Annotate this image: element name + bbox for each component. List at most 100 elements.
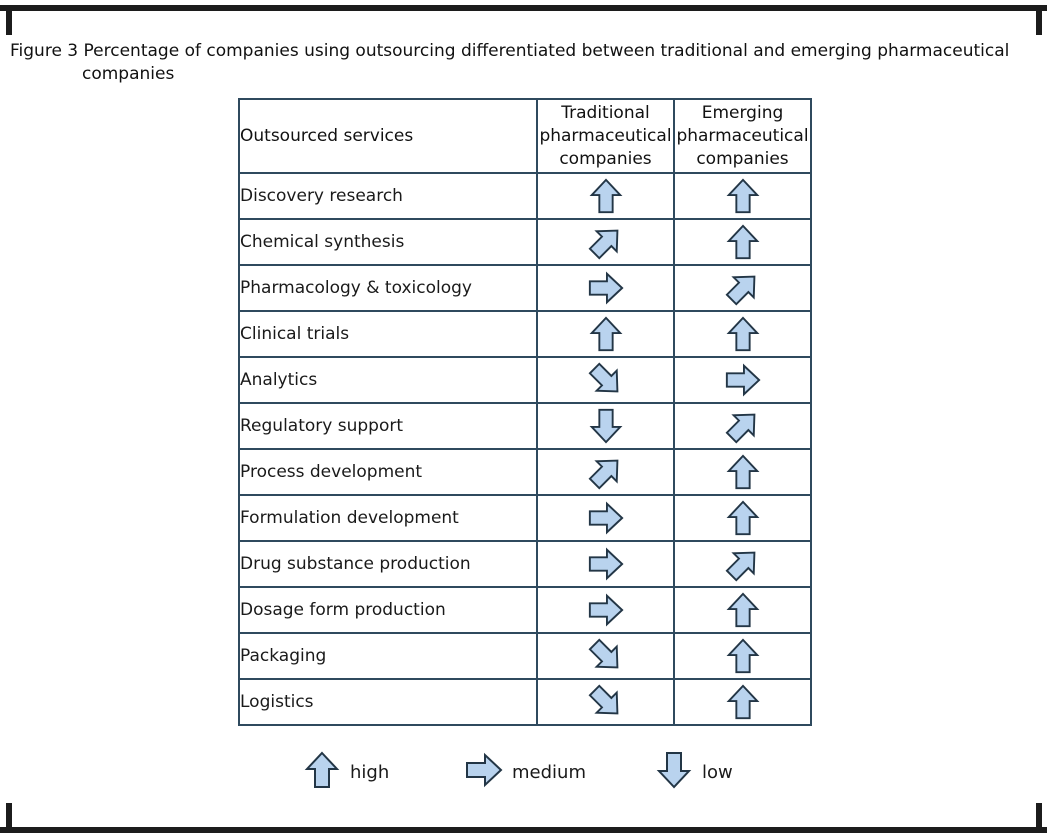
outsourcing-table: Outsourced services Traditional pharmace… bbox=[238, 98, 812, 726]
arrow-up-right-icon bbox=[538, 223, 673, 261]
traditional-level-cell bbox=[536, 448, 675, 496]
arrow-right-icon bbox=[464, 750, 504, 794]
table-row: Discovery research bbox=[238, 172, 812, 220]
service-name: Logistics bbox=[238, 678, 538, 726]
traditional-level-cell bbox=[536, 586, 675, 634]
table-row: Logistics bbox=[238, 678, 812, 726]
arrow-up-right-icon bbox=[675, 269, 810, 307]
arrow-right-icon bbox=[538, 499, 673, 537]
service-name: Process development bbox=[238, 448, 538, 496]
arrow-up-icon bbox=[675, 637, 810, 675]
figure-caption: Figure 3 Percentage of companies using o… bbox=[10, 40, 1020, 86]
legend-item-low: low bbox=[654, 750, 733, 794]
figure-title-line1: Percentage of companies using outsourcin… bbox=[83, 41, 1010, 61]
table-row: Clinical trials bbox=[238, 310, 812, 358]
legend-low-label: low bbox=[702, 761, 733, 783]
emerging-level-cell bbox=[673, 632, 812, 680]
traditional-level-cell bbox=[536, 494, 675, 542]
table-row: Analytics bbox=[238, 356, 812, 404]
arrow-up-icon bbox=[675, 499, 810, 537]
service-name: Drug substance production bbox=[238, 540, 538, 588]
table-row: Process development bbox=[238, 448, 812, 496]
arrow-down-icon bbox=[654, 750, 694, 794]
arrow-up-icon bbox=[675, 223, 810, 261]
frame-corner-top-right bbox=[1036, 5, 1042, 35]
legend-item-high: high bbox=[302, 750, 389, 794]
emerging-level-cell bbox=[673, 264, 812, 312]
arrow-up-icon bbox=[675, 177, 810, 215]
arrow-up-icon bbox=[675, 315, 810, 353]
traditional-level-cell bbox=[536, 218, 675, 266]
service-name: Pharmacology & toxicology bbox=[238, 264, 538, 312]
table-row: Dosage form production bbox=[238, 586, 812, 634]
arrow-right-icon bbox=[538, 591, 673, 629]
emerging-level-cell bbox=[673, 540, 812, 588]
arrow-up-icon bbox=[675, 453, 810, 491]
emerging-level-cell bbox=[673, 678, 812, 726]
header-emerging-line1: Emerging bbox=[701, 102, 784, 123]
service-name: Clinical trials bbox=[238, 310, 538, 358]
frame-corner-bottom-right bbox=[1036, 803, 1042, 833]
legend-item-medium: medium bbox=[464, 750, 586, 794]
traditional-level-cell bbox=[536, 310, 675, 358]
legend-medium-label: medium bbox=[512, 761, 586, 783]
table-row: Drug substance production bbox=[238, 540, 812, 588]
service-name: Regulatory support bbox=[238, 402, 538, 450]
table-header-row: Outsourced services Traditional pharmace… bbox=[238, 98, 812, 174]
legend: high medium low bbox=[0, 750, 1047, 794]
emerging-level-cell bbox=[673, 448, 812, 496]
arrow-up-icon bbox=[675, 683, 810, 721]
arrow-up-icon bbox=[538, 177, 673, 215]
frame-bottom-rule bbox=[0, 827, 1047, 833]
arrow-up-right-icon bbox=[675, 407, 810, 445]
arrow-up-right-icon bbox=[675, 545, 810, 583]
figure-title-line2: companies bbox=[82, 64, 175, 84]
traditional-level-cell bbox=[536, 172, 675, 220]
table-row: Packaging bbox=[238, 632, 812, 680]
emerging-level-cell bbox=[673, 402, 812, 450]
emerging-level-cell bbox=[673, 586, 812, 634]
header-traditional-line3: companies bbox=[559, 148, 652, 169]
traditional-level-cell bbox=[536, 540, 675, 588]
table-row: Chemical synthesis bbox=[238, 218, 812, 266]
arrow-right-icon bbox=[538, 269, 673, 307]
emerging-level-cell bbox=[673, 172, 812, 220]
header-traditional: Traditional pharmaceutical companies bbox=[536, 98, 675, 174]
frame-top-rule bbox=[0, 5, 1047, 11]
legend-high-label: high bbox=[350, 761, 390, 783]
header-emerging: Emerging pharmaceutical companies bbox=[673, 98, 812, 174]
service-name: Chemical synthesis bbox=[238, 218, 538, 266]
traditional-level-cell bbox=[536, 678, 675, 726]
arrow-down-icon bbox=[538, 407, 673, 445]
emerging-level-cell bbox=[673, 494, 812, 542]
arrow-right-icon bbox=[675, 361, 810, 399]
arrow-down-right-icon bbox=[538, 361, 673, 399]
traditional-level-cell bbox=[536, 402, 675, 450]
arrow-down-right-icon bbox=[538, 683, 673, 721]
table-row: Regulatory support bbox=[238, 402, 812, 450]
service-name: Discovery research bbox=[238, 172, 538, 220]
table-row: Pharmacology & toxicology bbox=[238, 264, 812, 312]
emerging-level-cell bbox=[673, 218, 812, 266]
header-services-label: Outsourced services bbox=[240, 126, 414, 146]
frame-corner-top-left bbox=[6, 5, 12, 35]
service-name: Formulation development bbox=[238, 494, 538, 542]
header-emerging-line3: companies bbox=[696, 148, 789, 169]
traditional-level-cell bbox=[536, 264, 675, 312]
header-traditional-line1: Traditional bbox=[561, 102, 650, 123]
frame-corner-bottom-left bbox=[6, 803, 12, 833]
table-row: Formulation development bbox=[238, 494, 812, 542]
service-name: Analytics bbox=[238, 356, 538, 404]
arrow-down-right-icon bbox=[538, 637, 673, 675]
arrow-up-icon bbox=[302, 750, 342, 794]
header-outsourced-services: Outsourced services bbox=[238, 98, 538, 174]
table-body: Discovery research Chemical synthesis Phar… bbox=[238, 172, 812, 726]
traditional-level-cell bbox=[536, 632, 675, 680]
arrow-up-icon bbox=[675, 591, 810, 629]
emerging-level-cell bbox=[673, 356, 812, 404]
arrow-right-icon bbox=[538, 545, 673, 583]
header-traditional-line2: pharmaceutical bbox=[539, 125, 672, 146]
service-name: Dosage form production bbox=[238, 586, 538, 634]
emerging-level-cell bbox=[673, 310, 812, 358]
service-name: Packaging bbox=[238, 632, 538, 680]
